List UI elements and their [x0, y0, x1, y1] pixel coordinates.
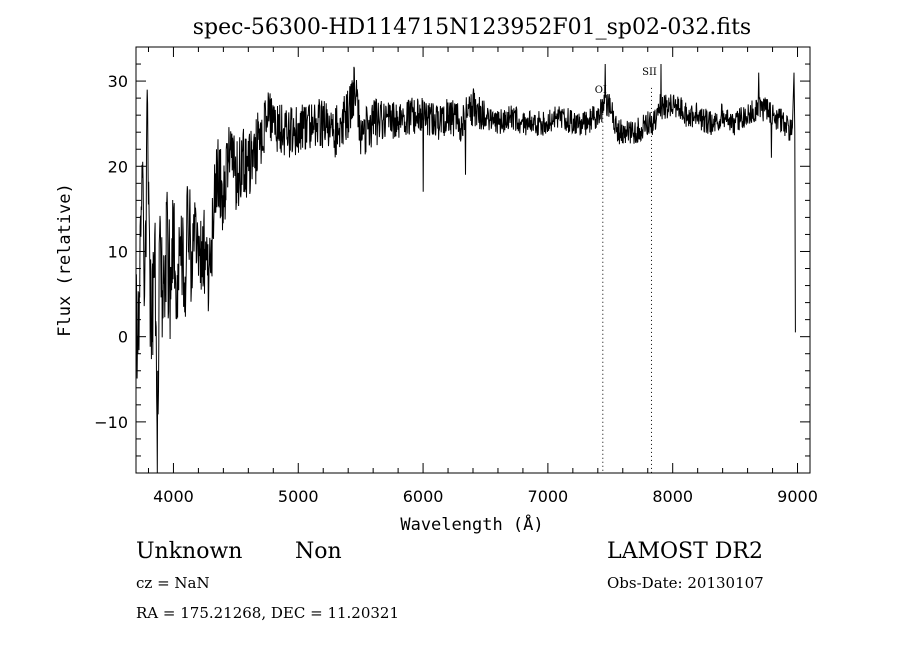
y-tick-label: −10: [94, 413, 128, 432]
y-tick-label: 10: [108, 242, 128, 261]
spectrum-line: [136, 63, 796, 473]
spectrum-series: [136, 63, 796, 473]
survey-name: LAMOST DR2: [607, 539, 763, 564]
chart-title: spec-56300-HD114715N123952F01_sp02-032.f…: [193, 15, 751, 40]
x-axis: 4000 5000 6000 7000 8000 9000: [147, 47, 818, 506]
x-tick-label: 8000: [652, 487, 693, 506]
y-tick-label: 30: [108, 72, 128, 91]
spectral-line-label: SII: [642, 67, 657, 78]
x-tick-label: 5000: [278, 487, 319, 506]
sky-coordinates: RA = 175.21268, DEC = 11.20321: [136, 604, 400, 622]
spectrum-class: Unknown: [136, 539, 243, 564]
x-tick-label: 6000: [403, 487, 444, 506]
spectrum-subclass: Non: [295, 539, 342, 564]
y-axis: −10 0 10 20 30: [94, 46, 810, 457]
x-tick-label: 7000: [528, 487, 569, 506]
redshift-value: cz = NaN: [136, 574, 210, 592]
x-axis-label: Wavelength (Å): [400, 513, 543, 535]
spectral-line-label: OI: [595, 85, 607, 96]
x-tick-label: 9000: [777, 487, 818, 506]
x-tick-label: 4000: [153, 487, 194, 506]
y-tick-label: 0: [118, 328, 128, 347]
y-tick-label: 20: [108, 157, 128, 176]
y-axis-label: Flux (relative): [55, 183, 75, 337]
observation-date: Obs-Date: 20130107: [607, 574, 764, 592]
spectral-lines: OI SII: [595, 67, 657, 473]
